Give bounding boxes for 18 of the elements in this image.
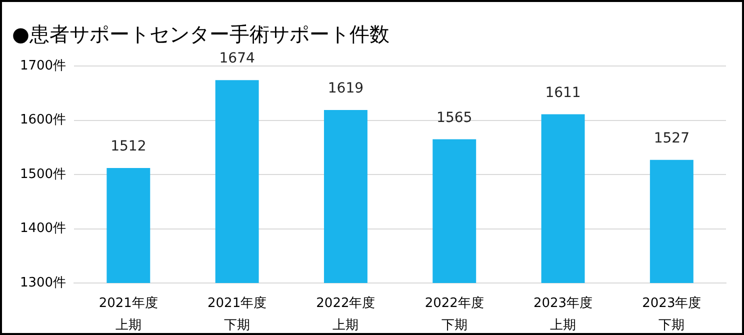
x-tick-label: 2021年度上期 (98, 295, 159, 335)
x-tick-label: 2023年度上期 (532, 295, 594, 335)
data-label: 1527 (654, 130, 690, 146)
data-label: 1611 (545, 84, 581, 101)
y-tick-label: 1500件 (20, 166, 66, 182)
data-label: 1674 (219, 50, 255, 67)
data-label: 1565 (436, 110, 472, 126)
x-tick-label: 2021年度下期 (206, 295, 268, 335)
y-tick-label: 1300件 (20, 275, 66, 290)
x-tick-label: 2022年度下期 (424, 295, 485, 335)
data-label: 1512 (110, 138, 146, 155)
x-tick-label: 2022年度上期 (315, 295, 376, 335)
y-tick-label: 1600件 (20, 112, 66, 128)
chart-title: ●患者サポートセンター手術サポート件数 (12, 22, 390, 46)
y-tick-label: 1700件 (20, 58, 66, 74)
y-tick-label: 1400件 (20, 221, 66, 236)
data-label: 1619 (328, 80, 364, 97)
x-tick-label: 2023年度下期 (641, 295, 702, 335)
